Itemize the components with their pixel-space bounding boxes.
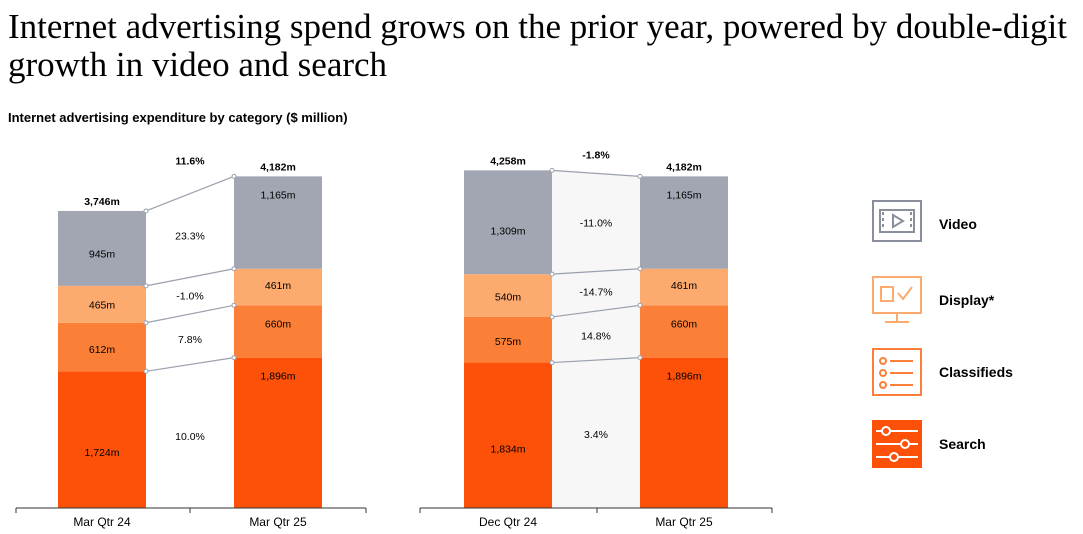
data-label-classifieds-mar-qtr-25: 660m bbox=[265, 318, 292, 330]
connector-display-1 bbox=[145, 268, 235, 287]
bar-segment-classifieds-mar-qtr-25 bbox=[234, 305, 322, 358]
change-label-classifieds-1: 7.8% bbox=[178, 334, 202, 346]
connector-dot-search-2-a bbox=[549, 360, 555, 366]
bar-segment-classifieds-mar-qtr-24 bbox=[58, 322, 146, 372]
data-label-search-dec-qtr-24: 1,834m bbox=[490, 444, 525, 456]
connector-dot-display-1-b bbox=[231, 266, 237, 272]
connector-dot-video-2-a bbox=[549, 167, 555, 173]
total-label-mar-qtr-24-1: 3,746m bbox=[84, 196, 120, 208]
connector-search-1 bbox=[145, 357, 235, 372]
bar-segment-video-mar-qtr-24 bbox=[58, 210, 146, 286]
bar-segment-search-dec-qtr-24 bbox=[464, 362, 552, 508]
data-label-classifieds-dec-qtr-24: 575m bbox=[495, 336, 522, 348]
connector-video-2 bbox=[551, 169, 641, 177]
bar-segment-display-dec-qtr-24 bbox=[464, 274, 552, 317]
change-label-video-2: -11.0% bbox=[580, 217, 613, 229]
bar-segment-display-mar-qtr-24 bbox=[58, 285, 146, 323]
connector-dot-classifieds-1-a bbox=[143, 320, 149, 326]
legend-label-display: Display* bbox=[939, 292, 995, 308]
page-title: Internet advertising spend grows on the … bbox=[8, 7, 1068, 84]
x-tick-label-dec-qtr-24-2: Dec Qtr 24 bbox=[479, 515, 537, 529]
change-label-display-1: -1.0% bbox=[176, 291, 203, 303]
legend-item-display: Display* bbox=[872, 276, 1072, 326]
connector-dot-classifieds-1-b bbox=[231, 302, 237, 308]
legend-item-classifieds: Classifieds bbox=[872, 348, 1072, 398]
bar-segment-video-mar-qtr-25 bbox=[234, 176, 322, 269]
change-label-search-2: 3.4% bbox=[584, 429, 608, 441]
chart-subtitle: Internet advertising expenditure by cate… bbox=[8, 110, 348, 125]
connector-classifieds-1 bbox=[145, 304, 235, 324]
bar-segment-search-mar-qtr-24 bbox=[58, 371, 146, 508]
x-tick-label-mar-qtr-24-1: Mar Qtr 24 bbox=[73, 515, 131, 529]
connector-search-2 bbox=[551, 357, 641, 364]
change-label-search-1: 10.0% bbox=[175, 431, 205, 443]
connector-dot-video-1-a bbox=[143, 208, 149, 214]
bar-segment-search-mar-qtr-25 bbox=[234, 357, 322, 508]
total-label-mar-qtr-25-2: 4,182m bbox=[666, 161, 702, 173]
legend-label-video: Video bbox=[939, 216, 977, 232]
data-label-display-mar-qtr-24: 465m bbox=[89, 300, 116, 312]
legend-item-search: Search bbox=[872, 420, 1072, 470]
search-sliders-icon bbox=[872, 420, 922, 468]
bar-segment-display-mar-qtr-25 bbox=[640, 268, 728, 306]
data-label-search-mar-qtr-25: 1,896m bbox=[260, 371, 295, 383]
bar-segment-classifieds-dec-qtr-24 bbox=[464, 316, 552, 363]
connector-dot-video-1-b bbox=[231, 173, 237, 179]
data-label-display-mar-qtr-25: 461m bbox=[265, 280, 292, 292]
connector-dot-search-1-a bbox=[143, 368, 149, 374]
data-label-display-dec-qtr-24: 540m bbox=[495, 292, 522, 304]
connector-dot-search-2-b bbox=[637, 355, 643, 361]
data-label-video-mar-qtr-25: 1,165m bbox=[260, 189, 295, 201]
connector-dot-video-2-b bbox=[637, 173, 643, 179]
data-label-search-mar-qtr-25: 1,896m bbox=[666, 371, 701, 383]
data-label-classifieds-mar-qtr-25: 660m bbox=[671, 318, 698, 330]
display-monitor-icon bbox=[872, 276, 922, 323]
total-label-mar-qtr-25-1: 4,182m bbox=[260, 161, 296, 173]
x-tick-label-mar-qtr-25-2: Mar Qtr 25 bbox=[655, 515, 713, 529]
connector-dot-display-1-a bbox=[143, 283, 149, 289]
bar-segment-search-mar-qtr-25 bbox=[640, 357, 728, 508]
data-label-search-mar-qtr-24: 1,724m bbox=[84, 447, 119, 459]
total-label-dec-qtr-24-2: 4,258m bbox=[490, 155, 526, 167]
connector-dot-display-2-a bbox=[549, 271, 555, 277]
connector-dot-classifieds-2-b bbox=[637, 302, 643, 308]
change-label-display-2: -14.7% bbox=[579, 286, 612, 298]
legend-label-search: Search bbox=[939, 436, 986, 452]
change-label-classifieds-2: 14.8% bbox=[581, 331, 611, 343]
legend-item-video: Video bbox=[872, 200, 1072, 250]
legend-label-classifieds: Classifieds bbox=[939, 364, 1013, 380]
connector-video-1 bbox=[145, 175, 235, 212]
bar-segment-display-mar-qtr-25 bbox=[234, 268, 322, 306]
connector-dot-search-1-b bbox=[231, 355, 237, 361]
data-label-video-dec-qtr-24: 1,309m bbox=[490, 226, 525, 238]
connector-dot-classifieds-2-a bbox=[549, 314, 555, 320]
classifieds-list-icon bbox=[872, 348, 922, 396]
change-label-total-1: 11.6% bbox=[175, 155, 205, 167]
connector-classifieds-2 bbox=[551, 304, 641, 318]
change-label-video-1: 23.3% bbox=[175, 230, 205, 242]
bar-segment-video-mar-qtr-25 bbox=[640, 176, 728, 269]
panel-2-gap-band bbox=[552, 170, 640, 508]
connector-dot-display-2-b bbox=[637, 266, 643, 272]
bar-segment-video-dec-qtr-24 bbox=[464, 170, 552, 275]
data-label-video-mar-qtr-25: 1,165m bbox=[666, 189, 701, 201]
bar-segment-classifieds-mar-qtr-25 bbox=[640, 305, 728, 358]
data-label-video-mar-qtr-24: 945m bbox=[89, 248, 116, 260]
x-tick-label-mar-qtr-25-1: Mar Qtr 25 bbox=[249, 515, 307, 529]
video-icon bbox=[872, 200, 922, 242]
connector-display-2 bbox=[551, 268, 641, 275]
change-label-total-2: -1.8% bbox=[582, 149, 610, 161]
data-label-display-mar-qtr-25: 461m bbox=[671, 280, 698, 292]
data-label-classifieds-mar-qtr-24: 612m bbox=[89, 344, 116, 356]
